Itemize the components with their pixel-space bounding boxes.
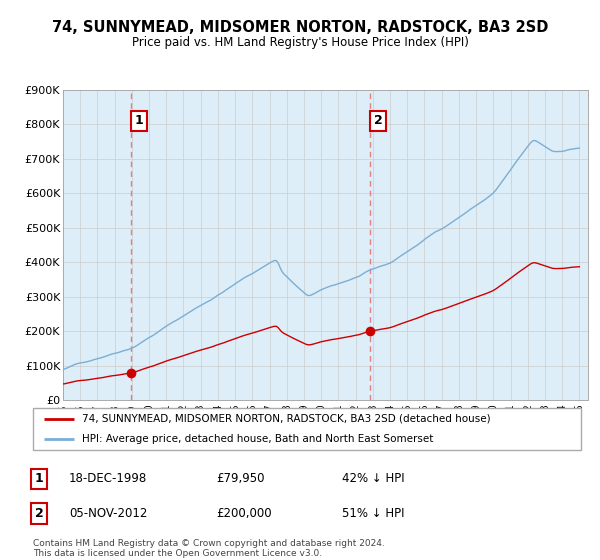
Text: 74, SUNNYMEAD, MIDSOMER NORTON, RADSTOCK, BA3 2SD: 74, SUNNYMEAD, MIDSOMER NORTON, RADSTOCK… (52, 20, 548, 35)
Text: £200,000: £200,000 (216, 507, 272, 520)
FancyBboxPatch shape (33, 408, 581, 450)
Text: 1: 1 (35, 472, 43, 486)
Text: £79,950: £79,950 (216, 472, 265, 486)
Text: 05-NOV-2012: 05-NOV-2012 (69, 507, 148, 520)
Text: 2: 2 (35, 507, 43, 520)
Text: 51% ↓ HPI: 51% ↓ HPI (342, 507, 404, 520)
Text: 1: 1 (134, 114, 143, 127)
Text: 74, SUNNYMEAD, MIDSOMER NORTON, RADSTOCK, BA3 2SD (detached house): 74, SUNNYMEAD, MIDSOMER NORTON, RADSTOCK… (82, 414, 491, 424)
Text: 2: 2 (374, 114, 382, 127)
Text: HPI: Average price, detached house, Bath and North East Somerset: HPI: Average price, detached house, Bath… (82, 434, 434, 444)
Text: 18-DEC-1998: 18-DEC-1998 (69, 472, 147, 486)
Text: Contains HM Land Registry data © Crown copyright and database right 2024.
This d: Contains HM Land Registry data © Crown c… (33, 539, 385, 558)
Text: Price paid vs. HM Land Registry's House Price Index (HPI): Price paid vs. HM Land Registry's House … (131, 36, 469, 49)
Text: 42% ↓ HPI: 42% ↓ HPI (342, 472, 404, 486)
